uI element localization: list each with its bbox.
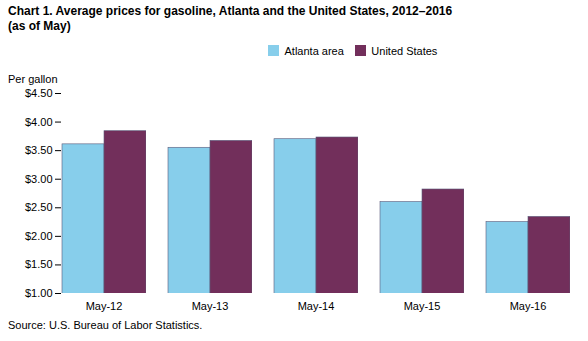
svg-text:May-14: May-14 bbox=[298, 300, 335, 312]
svg-text:May-15: May-15 bbox=[404, 300, 441, 312]
html-text:Chart 1. Average prices for ga: Chart 1. Average prices for gasoline, At… bbox=[8, 4, 453, 18]
svg-text:$3.00: $3.00 bbox=[25, 172, 53, 184]
svg-text:$3.50: $3.50 bbox=[25, 144, 53, 156]
svg-text:$4.50: $4.50 bbox=[25, 87, 53, 99]
html-text:United States: United States bbox=[371, 44, 438, 57]
svg-text:$1.00: $1.00 bbox=[25, 287, 53, 299]
svg-text:$2.50: $2.50 bbox=[25, 201, 53, 213]
svg-text:$2.00: $2.00 bbox=[25, 229, 53, 241]
svg-text:$1.50: $1.50 bbox=[25, 258, 53, 270]
svg-text:May-16: May-16 bbox=[510, 300, 547, 312]
html-text:Source: U.S. Bureau of Labor S: Source: U.S. Bureau of Labor Statistics. bbox=[8, 318, 203, 331]
html-text:(as of May): (as of May) bbox=[8, 19, 71, 33]
html-text:Atlanta area: Atlanta area bbox=[284, 44, 344, 57]
svg-text:$4.00: $4.00 bbox=[25, 115, 53, 127]
svg-text:May-12: May-12 bbox=[86, 300, 123, 312]
svg-text:May-13: May-13 bbox=[192, 300, 229, 312]
html-text:Per gallon: Per gallon bbox=[8, 72, 58, 85]
